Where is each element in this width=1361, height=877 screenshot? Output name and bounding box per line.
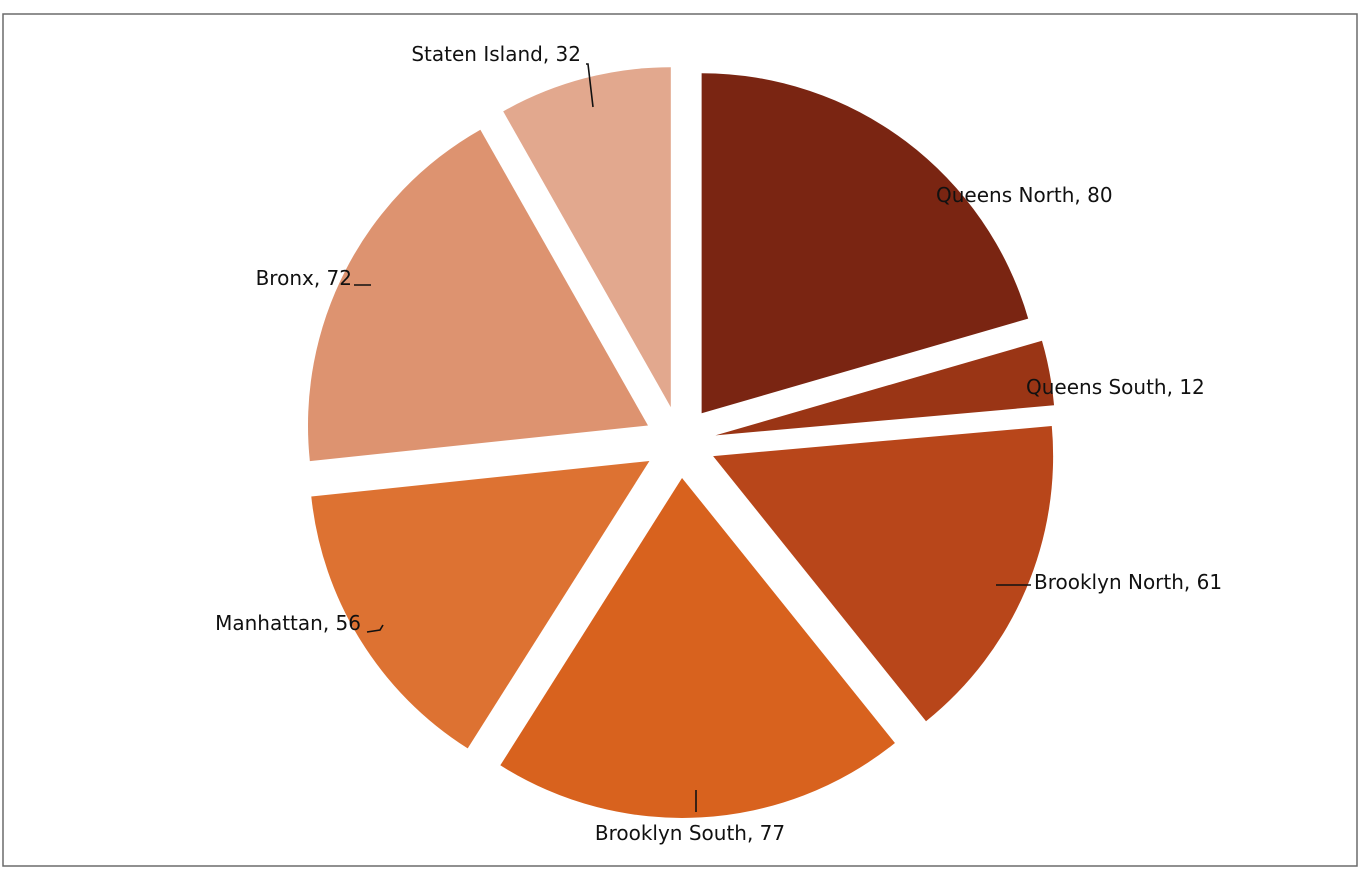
leader-lines (354, 63, 1031, 812)
data-label-brooklyn-north: Brooklyn North, 61 (1034, 570, 1222, 594)
pie-slice-brooklyn-north (713, 426, 1054, 722)
leader-line-staten-island (586, 63, 594, 108)
data-label-brooklyn-south: Brooklyn South, 77 (595, 821, 785, 845)
data-labels: Queens North, 80 Queens South, 12 Brooklyn… (215, 42, 1222, 845)
data-label-queens-south: Queens South, 12 (1026, 375, 1205, 399)
leader-line-manhattan (366, 624, 384, 633)
pie-slice-manhattan (311, 460, 650, 749)
pie-slice-queens-south (715, 340, 1055, 436)
data-label-queens-north: Queens North, 80 (936, 183, 1113, 207)
pie-slice-staten-island (503, 67, 671, 408)
data-label-bronx: Bronx, 72 (256, 266, 352, 290)
pie-slices (307, 67, 1055, 818)
data-label-staten-island: Staten Island, 32 (411, 42, 581, 66)
chart-border (2, 13, 1358, 867)
data-label-manhattan: Manhattan, 56 (215, 611, 361, 635)
pie-slice-queens-north (701, 73, 1029, 414)
pie-slice-bronx (307, 129, 648, 462)
pie-slice-brooklyn-south (500, 477, 895, 818)
